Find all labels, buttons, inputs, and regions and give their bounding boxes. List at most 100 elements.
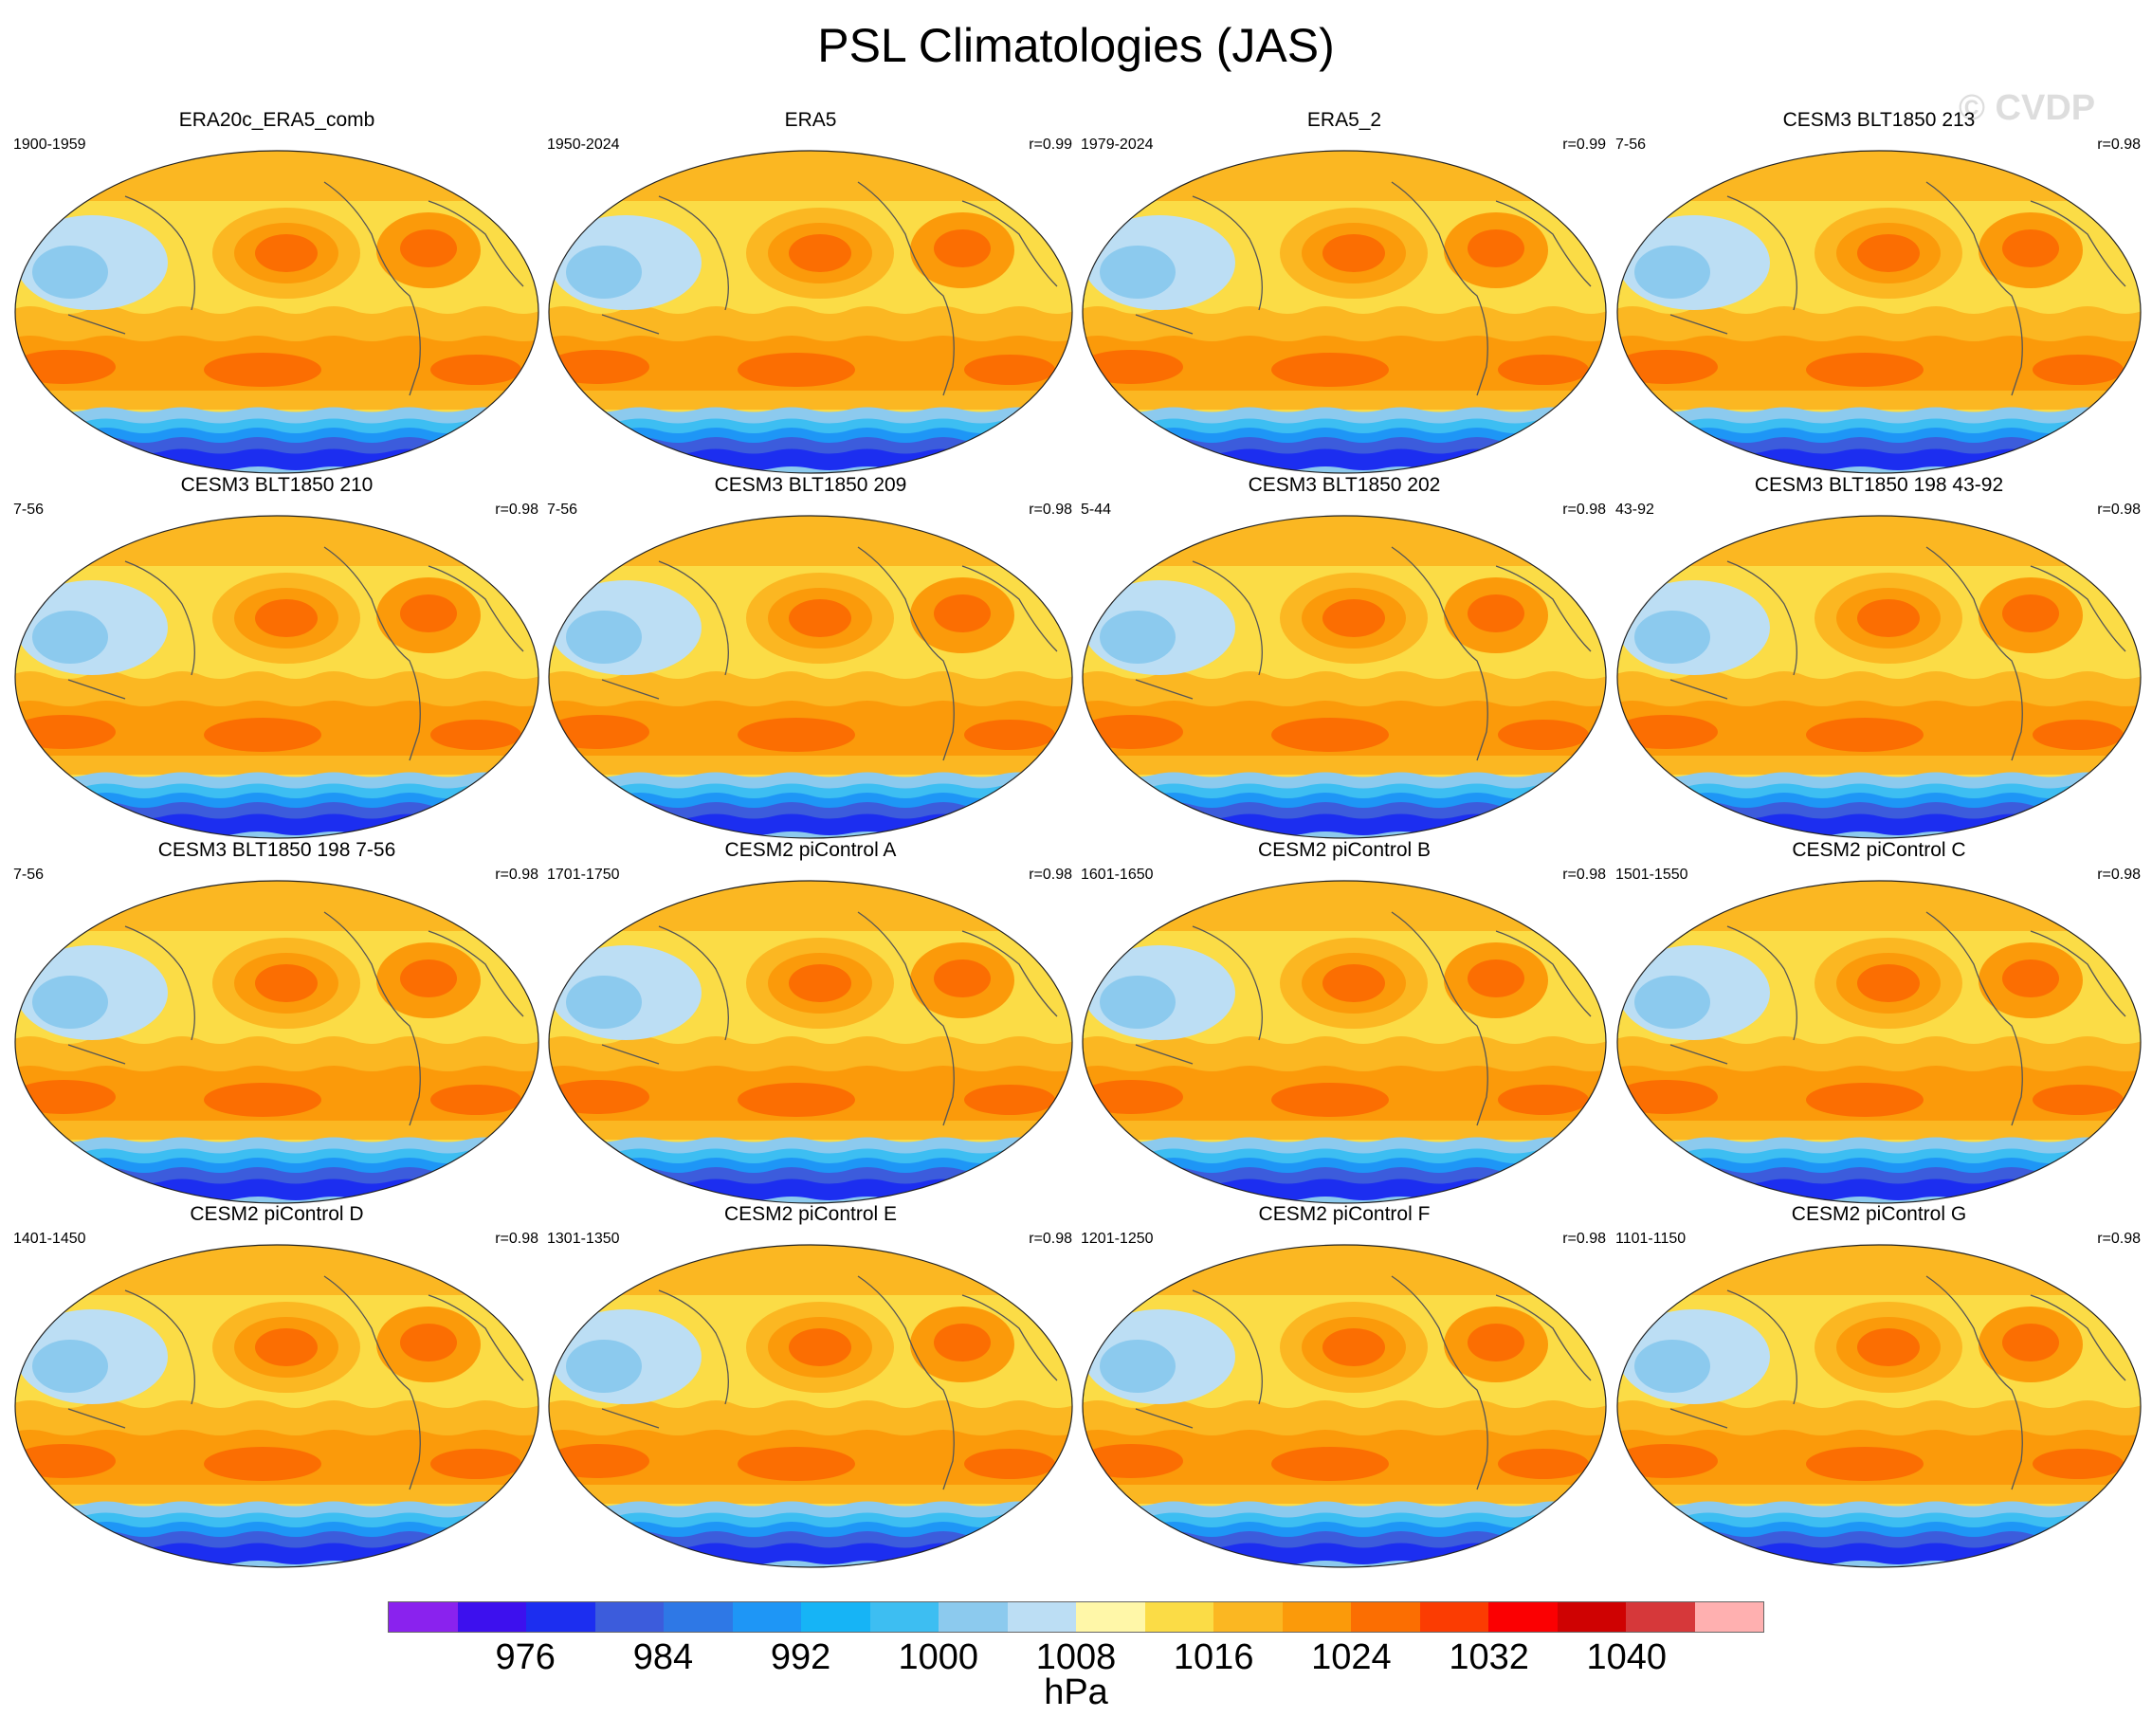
coastline — [601, 911, 1058, 1126]
asian-low-core — [32, 246, 108, 299]
na-high-core — [934, 229, 991, 267]
asian-low-core — [1100, 1340, 1176, 1393]
map-outline — [14, 515, 539, 839]
na-high-core — [1468, 1324, 1524, 1361]
panel-years: 1501-1550 — [1615, 867, 1688, 883]
map — [1082, 150, 1607, 474]
panel-correlation: r=0.98 — [1029, 502, 1072, 518]
panel-title: ERA20c_ERA5_comb — [178, 109, 375, 131]
coastline — [1135, 181, 1592, 396]
na-high-core — [400, 594, 457, 632]
arctic-band — [1617, 516, 2141, 566]
coastline — [601, 181, 1058, 396]
map-outline — [1616, 1244, 2142, 1568]
map-field — [1617, 516, 2141, 838]
np-high-core — [1857, 234, 1920, 272]
map-field — [549, 881, 1072, 1203]
map-field — [549, 516, 1072, 838]
panel-years: 7-56 — [547, 502, 578, 518]
map-field — [549, 1245, 1072, 1567]
colorbar-tick-label: 976 — [495, 1637, 556, 1677]
na-high-core — [2002, 594, 2059, 632]
map-field — [1083, 516, 1606, 838]
colorbar-segment — [1076, 1602, 1145, 1632]
map — [1616, 880, 2142, 1204]
sh-high-atlantic — [2033, 1449, 2124, 1479]
colorbar-segment — [1351, 1602, 1420, 1632]
map — [1616, 1244, 2142, 1568]
asian-low-core — [1634, 976, 1710, 1029]
panel-years: 43-92 — [1615, 502, 1654, 518]
map-field — [1083, 1245, 1606, 1567]
arctic-band — [15, 151, 538, 201]
np-high-core — [789, 234, 851, 272]
colorbar-tick-label: 1016 — [1173, 1637, 1254, 1677]
map-panel: CESM2 piControl E 1301-1350 r=0.98 — [545, 1202, 1076, 1568]
map-field — [1617, 881, 2141, 1203]
map-panel: CESM3 BLT1850 202 5-44 r=0.98 — [1079, 473, 1610, 839]
panel-title: CESM2 piControl D — [190, 1203, 364, 1225]
map-outline — [1616, 515, 2142, 839]
sh-high-indian — [1617, 350, 1718, 384]
panel-years: 1601-1650 — [1081, 867, 1154, 883]
sh-high-pacific — [204, 718, 321, 752]
panel-title: CESM3 BLT1850 213 — [1782, 109, 1976, 131]
colorbar — [388, 1601, 1764, 1633]
panel-title: ERA5 — [784, 109, 837, 131]
sh-high-indian — [1083, 350, 1183, 384]
sh-high-indian — [1083, 715, 1183, 749]
panel-correlation: r=0.99 — [1029, 137, 1072, 153]
map-panel: ERA5 1950-2024 r=0.99 — [545, 108, 1076, 474]
sh-high-indian — [549, 715, 649, 749]
asian-low-core — [566, 246, 642, 299]
na-high-core — [1468, 229, 1524, 267]
colorbar-segment — [664, 1602, 733, 1632]
sh-high-atlantic — [1498, 1449, 1589, 1479]
map-panel: CESM2 piControl C 1501-1550 r=0.98 — [1614, 838, 2144, 1204]
asian-low-core — [1634, 611, 1710, 664]
colorbar-tick-label: 1000 — [898, 1637, 979, 1677]
colorbar-segment — [1419, 1602, 1488, 1632]
na-high-core — [934, 594, 991, 632]
sh-high-indian — [15, 350, 116, 384]
arctic-band — [549, 151, 1072, 201]
colorbar-segment — [389, 1602, 458, 1632]
colorbar-segment — [1007, 1602, 1076, 1632]
colorbar-segment — [1488, 1602, 1558, 1632]
np-high-core — [1322, 1328, 1385, 1366]
arctic-band — [549, 516, 1072, 566]
map-panel: CESM3 BLT1850 213 7-56 r=0.98 — [1614, 108, 2144, 474]
panel-years: 5-44 — [1081, 502, 1112, 518]
coastline — [1135, 1275, 1592, 1490]
map-panel: CESM3 BLT1850 209 7-56 r=0.98 — [545, 473, 1076, 839]
map-outline — [548, 515, 1073, 839]
sh-high-indian — [1617, 1444, 1718, 1478]
panel-correlation: r=0.98 — [1562, 502, 1606, 518]
sh-high-pacific — [1806, 1083, 1924, 1117]
coastline — [1669, 546, 2126, 761]
map-field — [1617, 1245, 2141, 1567]
map-outline — [548, 150, 1073, 474]
panel-years: 1900-1959 — [13, 137, 86, 153]
colorbar-segment — [869, 1602, 939, 1632]
colorbar-segment — [457, 1602, 526, 1632]
arctic-band — [15, 881, 538, 931]
panel-title: CESM3 BLT1850 198 7-56 — [157, 839, 396, 861]
na-high-core — [1468, 594, 1524, 632]
sh-high-pacific — [738, 353, 855, 387]
sh-high-indian — [15, 1444, 116, 1478]
arctic-band — [1617, 881, 2141, 931]
map — [14, 1244, 539, 1568]
arctic-band — [1083, 516, 1606, 566]
colorbar-segment — [1557, 1602, 1626, 1632]
panel-correlation: r=0.98 — [495, 1231, 538, 1247]
panel-title: CESM3 BLT1850 202 — [1248, 474, 1441, 496]
arctic-band — [1083, 1245, 1606, 1295]
np-high-core — [1322, 234, 1385, 272]
map-panel: CESM2 piControl B 1601-1650 r=0.98 — [1079, 838, 1610, 1204]
map — [548, 880, 1073, 1204]
np-high-core — [255, 964, 318, 1002]
map-panel: CESM3 BLT1850 198 7-56 7-56 r=0.98 — [11, 838, 542, 1204]
map — [548, 150, 1073, 474]
sh-high-atlantic — [964, 720, 1055, 750]
